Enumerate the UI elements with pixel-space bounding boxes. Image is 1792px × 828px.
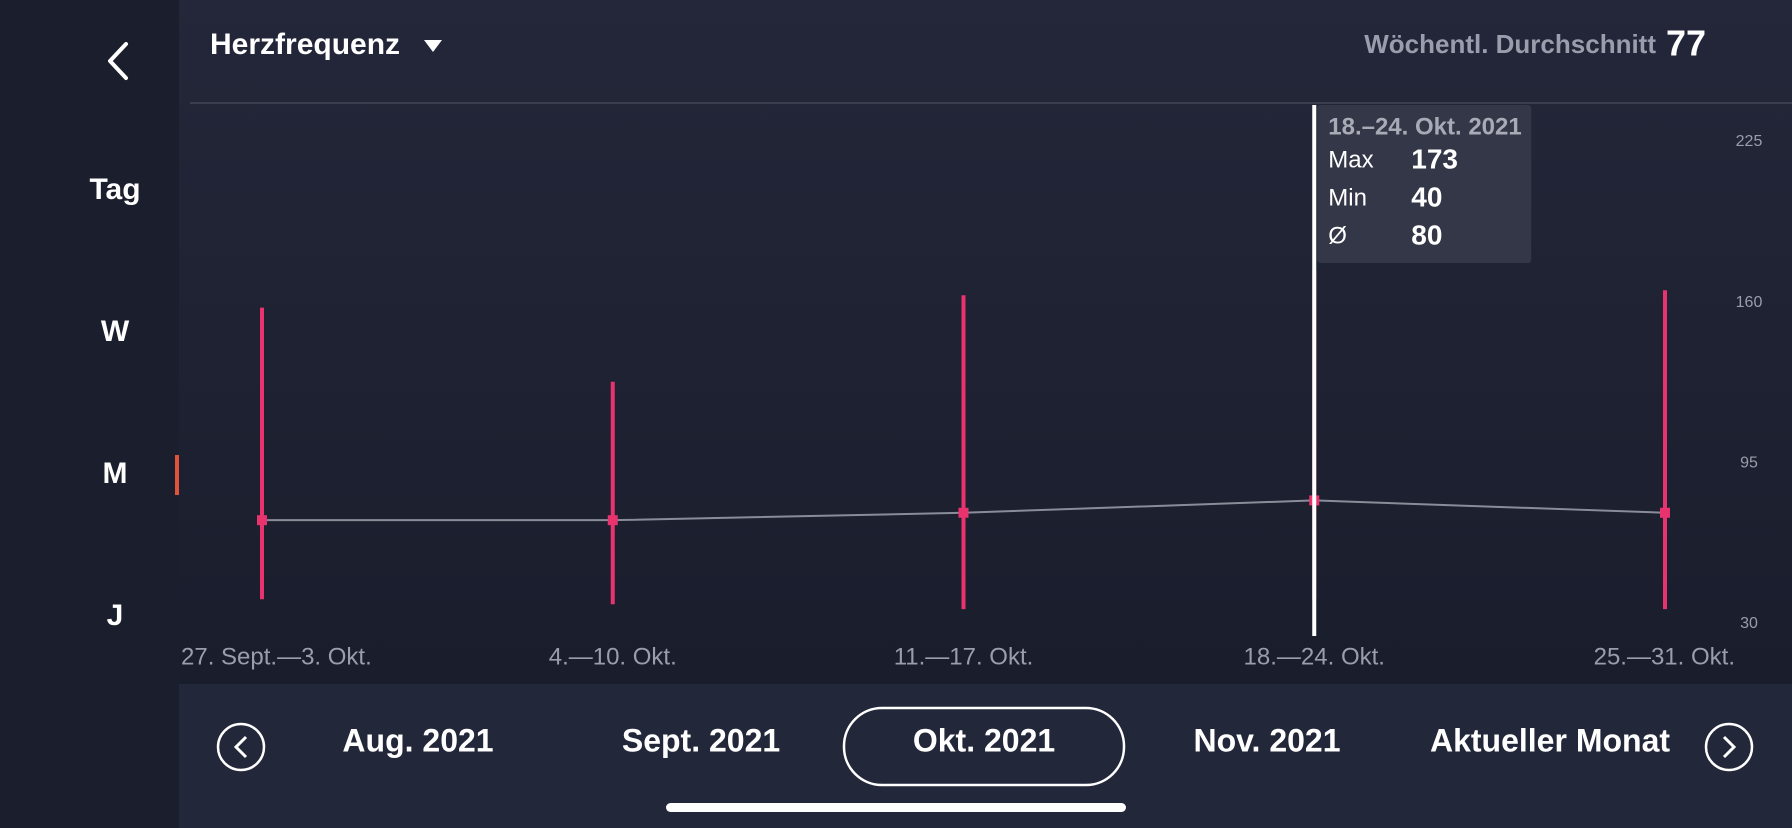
- avg-value: 77: [1666, 23, 1706, 64]
- back-button[interactable]: [108, 42, 128, 80]
- month-tab[interactable]: Aktueller Monat: [1430, 722, 1670, 758]
- x-tick-label: 18.—24. Okt.: [1244, 643, 1385, 670]
- tooltip-value: 80: [1411, 219, 1442, 250]
- y-tick-label: 160: [1736, 294, 1763, 311]
- next-button[interactable]: [1704, 722, 1754, 772]
- sidebar: [0, 0, 179, 828]
- tooltip-label: Max: [1328, 146, 1373, 173]
- month-selected-pill: [842, 706, 1126, 787]
- avg-label: Wöchentl. Durchschnitt: [1364, 29, 1656, 59]
- average-marker: [1660, 507, 1670, 518]
- period-tab[interactable]: J: [107, 599, 124, 632]
- month-tab[interactable]: Nov. 2021: [1193, 722, 1340, 758]
- period-tab[interactable]: W: [101, 315, 130, 348]
- y-tick-label: 30: [1740, 615, 1758, 632]
- y-tick-label: 95: [1740, 455, 1758, 472]
- y-tick-label: 225: [1736, 133, 1763, 150]
- average-marker: [607, 515, 618, 526]
- tooltip: [1317, 105, 1532, 263]
- tooltip-label: Min: [1328, 184, 1367, 211]
- tooltip-label: Ø: [1328, 222, 1347, 249]
- prev-icon: [233, 735, 248, 759]
- tooltip-value: 173: [1411, 143, 1458, 174]
- metric-title[interactable]: Herzfrequenz: [210, 28, 400, 61]
- period-selected-marker: [175, 455, 179, 495]
- tooltip-value: 40: [1411, 181, 1442, 212]
- month-tab[interactable]: Aug. 2021: [342, 722, 493, 758]
- month-tab[interactable]: Sept. 2021: [622, 722, 780, 758]
- x-tick-label: 27. Sept.—3. Okt.: [181, 643, 372, 670]
- tooltip-title: 18.–24. Okt. 2021: [1328, 113, 1521, 140]
- average-marker: [958, 507, 969, 518]
- next-icon: [1722, 735, 1737, 759]
- period-tab[interactable]: Tag: [89, 173, 140, 206]
- average-marker: [257, 515, 267, 526]
- x-tick-label: 25.—31. Okt.: [1594, 643, 1735, 670]
- prev-button[interactable]: [216, 722, 266, 772]
- period-tab[interactable]: M: [103, 457, 128, 490]
- home-indicator: [666, 803, 1126, 812]
- x-tick-label: 11.—17. Okt.: [894, 643, 1034, 670]
- metric-dropdown[interactable]: [424, 40, 442, 52]
- x-tick-label: 4.—10. Okt.: [549, 643, 677, 670]
- month-tab[interactable]: Okt. 2021: [913, 722, 1055, 758]
